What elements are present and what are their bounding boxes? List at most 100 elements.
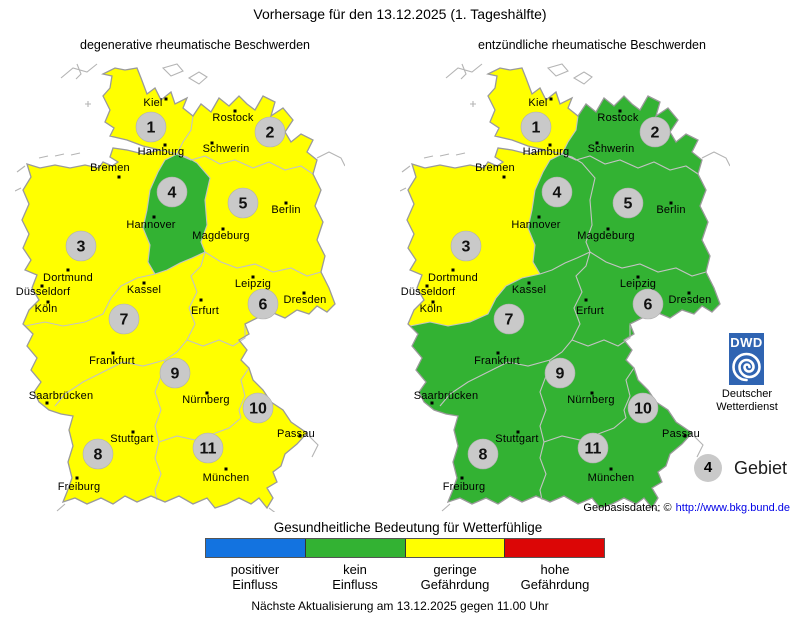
city-label-freiburg: Freiburg [443, 481, 486, 493]
dwd-logo: DWD [729, 333, 764, 385]
dwd-org-line2: Wetterdienst [716, 400, 778, 413]
geodata-credit: Geobasisdaten: © http://www.bkg.bund.de [583, 502, 790, 514]
city-dot-dresden [302, 291, 306, 295]
region-marker-label: Gebiet [734, 457, 788, 478]
legend-label-no-influence: kein Einfluss [305, 562, 405, 593]
city-label-stuttgart: Stuttgart [495, 433, 538, 445]
city-dot-nurnberg [590, 391, 594, 395]
region-number-5: 5 [624, 196, 633, 213]
legend-title: Gesundheitliche Bedeutung für Wetterfühl… [273, 520, 543, 535]
city-dot-erfurt [199, 298, 203, 302]
city-dot-munchen [609, 467, 613, 471]
city-label-bremen: Bremen [475, 162, 515, 174]
map-inflammatory-complaints: Kiel Rostock Hamburg Schwerin Bremen Hannover… [400, 63, 730, 512]
region-number-11: 11 [585, 441, 602, 458]
city-label-hamburg: Hamburg [138, 146, 185, 158]
city-label-munchen: München [203, 472, 250, 484]
region-marker-sample-circle: 4 [694, 454, 722, 482]
city-dot-bremen [502, 175, 506, 179]
city-label-berlin: Berlin [271, 204, 300, 216]
region-circle-5 [227, 187, 259, 219]
city-dot-erfurt [584, 298, 588, 302]
city-dot-frankfurt [111, 351, 115, 355]
city-dot-saarbrucken [430, 401, 434, 405]
dwd-org-line1: Deutscher [721, 388, 773, 400]
city-dot-kiel [549, 97, 553, 101]
region-number-8: 8 [479, 447, 488, 464]
region-number-9: 9 [556, 366, 565, 383]
region-number-3: 3 [462, 239, 471, 256]
region-number-2: 2 [266, 125, 275, 142]
city-label-rostock: Rostock [212, 112, 253, 124]
city-dot-stuttgart [131, 430, 135, 434]
region-number-7: 7 [505, 312, 514, 329]
dwd-spiral-icon [732, 352, 761, 382]
city-dot-kassel [142, 281, 146, 285]
legend-label-line: Einfluss [332, 577, 378, 593]
city-dot-schwerin [595, 141, 599, 145]
region-number-3: 3 [77, 239, 86, 256]
legend-color-low-risk [405, 539, 506, 557]
city-dot-rostock [618, 109, 622, 113]
city-dot-frankfurt [496, 351, 500, 355]
legend-color-positive-influence [206, 539, 306, 557]
region-circle-7 [493, 303, 525, 335]
city-label-kassel: Kassel [512, 284, 546, 296]
region-number-layer: 1 2 3 4 5 6 7 8 9 10 11 [65, 111, 286, 470]
region-marker-legend: 4 Gebiet [694, 452, 787, 484]
city-dot-hannover [537, 215, 541, 219]
bkg-link[interactable]: http://www.bkg.bund.de [675, 502, 790, 514]
region-number-8: 8 [94, 447, 103, 464]
city-label-dresden: Dresden [284, 294, 327, 306]
city-label-erfurt: Erfurt [576, 305, 604, 317]
city-dot-dortmund [66, 268, 70, 272]
region-number-1: 1 [532, 120, 541, 137]
next-update-note: Nächste Aktualisierung am 13.12.2025 geg… [251, 599, 549, 613]
page-title: Vorhersage für den 13.12.2025 (1. Tagesh… [253, 6, 547, 22]
city-label-dortmund: Dortmund [428, 272, 478, 284]
city-label-hannover: Hannover [126, 219, 175, 231]
dwd-org-name: Deutscher Wetterdienst [701, 388, 793, 413]
city-dot-bremen [117, 175, 121, 179]
legend-label-line: Gefährdung [420, 577, 490, 593]
city-label-rostock: Rostock [597, 112, 638, 124]
region-number-6: 6 [644, 297, 653, 314]
city-label-dusseldorf: Düsseldorf [16, 286, 71, 298]
region-circle-9 [544, 357, 576, 389]
city-dot-munchen [224, 467, 228, 471]
region-circle-6 [247, 288, 279, 320]
region-circle-8 [82, 438, 114, 470]
city-dot-stuttgart [516, 430, 520, 434]
city-layer: Kiel Rostock Hamburg Schwerin Bremen Hannover… [16, 97, 327, 493]
city-dot-leipzig [251, 275, 255, 279]
city-dot-hamburg [548, 143, 552, 147]
region-circle-4 [541, 176, 573, 208]
region-circle-9 [159, 357, 191, 389]
city-dot-rostock [233, 109, 237, 113]
city-dot-leipzig [636, 275, 640, 279]
region-circle-7 [108, 303, 140, 335]
map-degenerative-complaints: Kiel Rostock Hamburg Schwerin Bremen Hannover… [15, 63, 345, 512]
city-dot-dresden [687, 291, 691, 295]
city-label-saarbrucken: Saarbrücken [29, 390, 94, 402]
city-label-nurnberg: Nürnberg [567, 394, 614, 406]
legend-label-line: Einfluss [232, 577, 278, 593]
region-number-layer: 1 2 3 4 5 6 7 8 9 10 11 [450, 111, 671, 470]
region-circle-4 [156, 176, 188, 208]
city-label-kiel: Kiel [143, 97, 162, 109]
region-circle-11 [192, 432, 224, 464]
region-circle-2 [254, 116, 286, 148]
legend-label-positive-influence: positiver Einfluss [205, 562, 305, 593]
region-circle-1 [135, 111, 167, 143]
map-left-subtitle: degenerative rheumatische Beschwerden [80, 38, 310, 52]
legend-color-bar [205, 538, 605, 558]
dwd-logo-acronym: DWD [730, 335, 763, 350]
region-circle-5 [612, 187, 644, 219]
city-label-passau: Passau [662, 428, 700, 440]
city-dot-dortmund [451, 268, 455, 272]
city-dot-magdeburg [221, 227, 225, 231]
region-circle-1 [520, 111, 552, 143]
city-label-koln: Köln [35, 303, 58, 315]
city-dot-berlin [669, 201, 673, 205]
city-label-magdeburg: Magdeburg [577, 230, 634, 242]
